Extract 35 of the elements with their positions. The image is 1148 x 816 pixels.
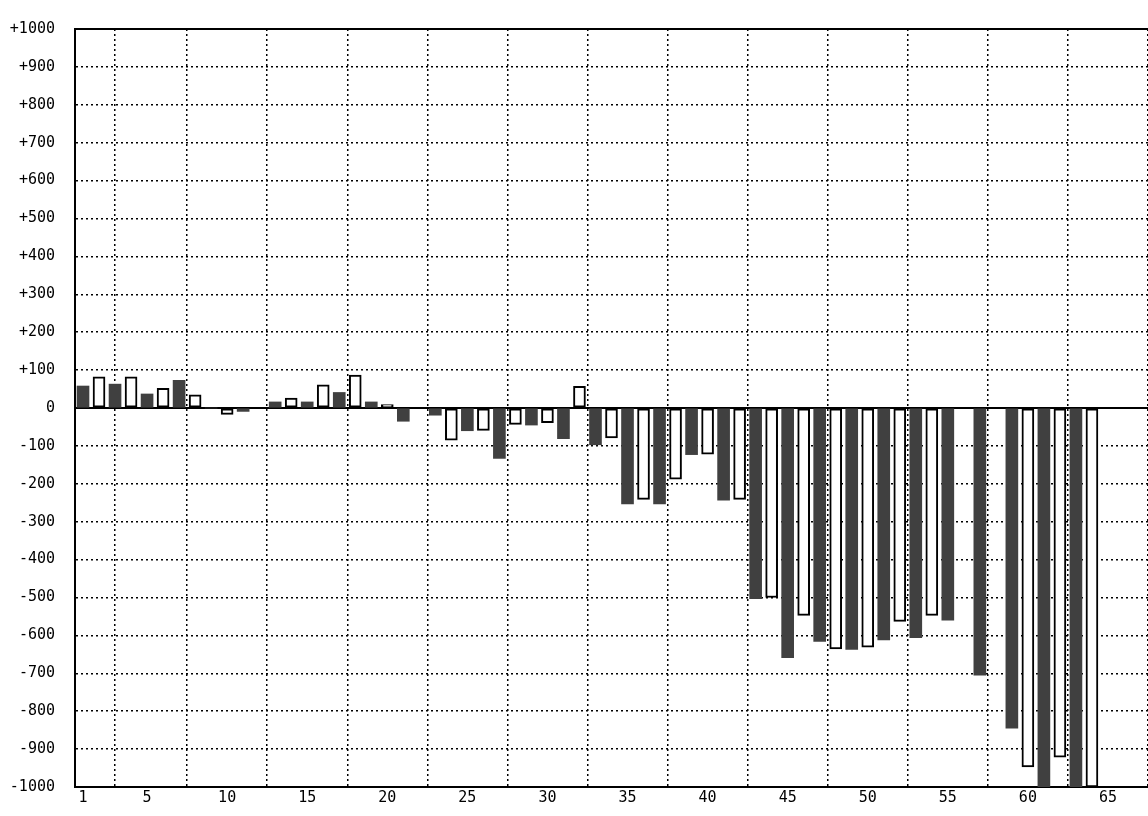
y-tick-label: -700 bbox=[18, 663, 55, 682]
y-tick-label: +200 bbox=[18, 322, 55, 341]
y-tick-label: -500 bbox=[18, 587, 55, 606]
x-tick-label: 40 bbox=[698, 787, 717, 806]
x-tick-label: 45 bbox=[778, 787, 797, 806]
y-tick-label: +400 bbox=[18, 246, 55, 265]
x-tick-label: 15 bbox=[298, 787, 317, 806]
y-tick-label: -900 bbox=[18, 738, 55, 757]
y-tick-label: -1000 bbox=[9, 776, 55, 795]
y-tick-label: +800 bbox=[18, 94, 55, 113]
y-tick-label: +900 bbox=[18, 56, 55, 75]
x-tick-label: 60 bbox=[1018, 787, 1037, 806]
x-tick-label: 35 bbox=[618, 787, 637, 806]
x-tick-label: 20 bbox=[378, 787, 397, 806]
y-tick-label: -400 bbox=[18, 549, 55, 568]
y-tick-label: +100 bbox=[18, 359, 55, 378]
y-tick-label: +1000 bbox=[9, 18, 55, 37]
y-tick-label: 0 bbox=[45, 397, 55, 416]
y-tick-label: -600 bbox=[18, 625, 55, 644]
x-tick-label: 30 bbox=[538, 787, 557, 806]
x-tick-label: 50 bbox=[858, 787, 877, 806]
y-tick-label: -300 bbox=[18, 511, 55, 530]
x-tick-label: 5 bbox=[142, 787, 152, 806]
x-tick-label: 25 bbox=[458, 787, 477, 806]
y-tick-label: -200 bbox=[18, 473, 55, 492]
y-tick-label: -100 bbox=[18, 435, 55, 454]
x-tick-label: 65 bbox=[1098, 787, 1117, 806]
y-tick-label: +600 bbox=[18, 170, 55, 189]
x-tick-label: 55 bbox=[938, 787, 957, 806]
y-tick-label: -800 bbox=[18, 701, 55, 720]
y-tick-label: +300 bbox=[18, 284, 55, 303]
y-tick-label: +500 bbox=[18, 208, 55, 227]
x-tick-label: 1 bbox=[78, 787, 88, 806]
x-tick-label: 10 bbox=[218, 787, 237, 806]
y-tick-label: +700 bbox=[18, 132, 55, 151]
